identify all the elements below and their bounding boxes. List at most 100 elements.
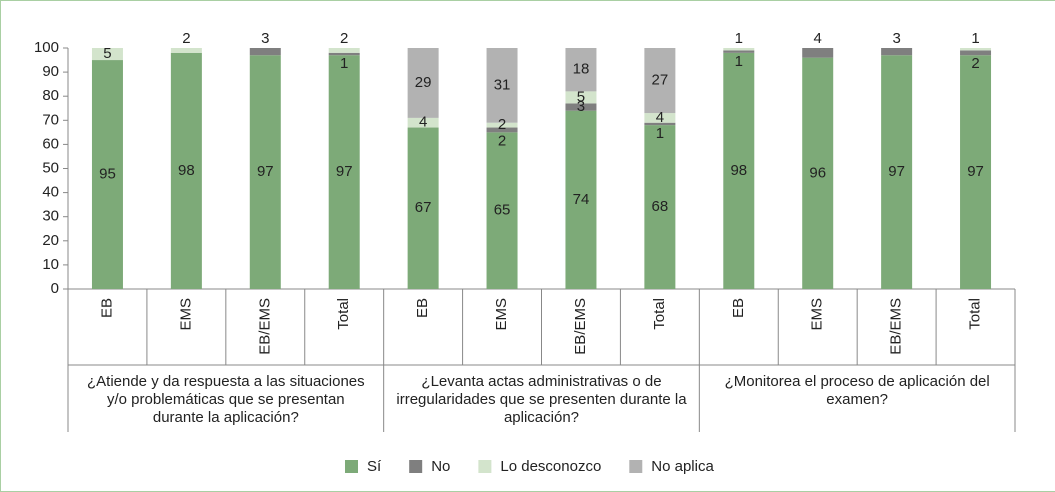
bar-segment <box>328 52 360 56</box>
data-label: 97 <box>967 163 984 180</box>
legend-swatch <box>409 460 423 473</box>
bar-segment <box>486 127 518 133</box>
y-tick-label: 60 <box>42 135 59 152</box>
x-tick-label: EB <box>414 298 431 318</box>
data-label: 97 <box>336 163 353 180</box>
legend-label: Sí <box>367 458 382 475</box>
data-label: 2 <box>340 30 348 47</box>
data-label: 3 <box>261 30 269 47</box>
x-tick-label: Total <box>651 298 668 330</box>
bar-segment <box>407 117 439 128</box>
data-label: 2 <box>498 116 506 133</box>
bar-segment <box>960 50 992 56</box>
data-label: 97 <box>888 163 905 180</box>
data-label: 2 <box>971 55 979 72</box>
x-tick-label: EB/EMS <box>256 298 273 355</box>
data-label: 18 <box>573 61 590 78</box>
x-tick-label: Total <box>967 298 984 330</box>
data-label: 1 <box>340 55 348 72</box>
bar-segment <box>486 132 518 289</box>
y-tick-label: 90 <box>42 63 59 80</box>
data-label: 68 <box>652 198 669 215</box>
bar-segment <box>723 50 755 53</box>
group-label: ¿Atiende y da respuesta a las situacione… <box>86 373 365 426</box>
data-label: 65 <box>494 202 511 219</box>
legend-label: No <box>431 458 450 475</box>
y-tick-label: 40 <box>42 184 59 201</box>
bar-segment <box>486 122 518 128</box>
bar-segment <box>881 48 913 56</box>
data-label: 96 <box>809 164 826 181</box>
legend-swatch <box>478 460 492 473</box>
data-label: 1 <box>656 125 664 142</box>
data-label: 3 <box>577 98 585 115</box>
bar-segment <box>91 60 123 289</box>
x-tick-label: EMS <box>493 298 510 331</box>
bar-segment <box>328 55 360 290</box>
group-label: ¿Monitorea el proceso de aplicación del … <box>724 373 990 408</box>
legend-swatch <box>629 460 643 473</box>
bar-segment <box>249 48 281 56</box>
bar-segment <box>91 48 123 61</box>
data-label: 4 <box>814 30 822 47</box>
bar-segment <box>644 125 676 290</box>
bar-segment <box>328 48 360 53</box>
y-tick-label: 30 <box>42 208 59 225</box>
bar-segment <box>644 48 676 114</box>
data-label: 2 <box>182 30 190 47</box>
data-label: 4 <box>419 114 427 131</box>
y-tick-label: 80 <box>42 87 59 104</box>
x-tick-label: EB/EMS <box>888 298 905 355</box>
data-label: 74 <box>573 191 590 208</box>
y-tick-label: 20 <box>42 232 59 249</box>
bar-segment <box>881 55 913 290</box>
bar-segment <box>170 48 202 53</box>
y-tick-label: 100 <box>34 39 59 56</box>
y-tick-label: 70 <box>42 111 59 128</box>
bar-segment <box>407 48 439 118</box>
bar-segment <box>723 48 755 51</box>
y-tick-label: 50 <box>42 159 59 176</box>
data-label: 29 <box>415 74 432 91</box>
bar-segment <box>644 122 676 126</box>
data-label: 97 <box>257 163 274 180</box>
x-tick-label: EMS <box>177 298 194 331</box>
bar-segment <box>723 52 755 289</box>
data-label: 1 <box>971 30 979 47</box>
data-label: 31 <box>494 76 511 93</box>
bar-segment <box>565 91 597 104</box>
bar-segment <box>565 110 597 289</box>
legend-label: Lo desconozco <box>500 458 601 475</box>
data-label: 95 <box>99 165 116 182</box>
data-label: 4 <box>656 109 664 126</box>
y-tick-label: 0 <box>51 280 59 297</box>
data-label: 5 <box>103 45 111 62</box>
x-tick-label: EB/EMS <box>572 298 589 355</box>
data-label: 5 <box>577 88 585 105</box>
legend-label: No aplica <box>651 458 714 475</box>
data-label: 67 <box>415 199 432 216</box>
y-tick-label: 10 <box>42 256 59 273</box>
bar-segment <box>644 113 676 123</box>
group-label: ¿Levanta actas administrativas o de irre… <box>396 373 687 426</box>
x-tick-label: Total <box>335 298 352 330</box>
bar-segment <box>486 48 518 123</box>
bar-segment <box>565 48 597 92</box>
data-label: 3 <box>892 30 900 47</box>
bar-segment <box>249 55 281 290</box>
data-label: 98 <box>730 162 747 179</box>
x-tick-label: EMS <box>809 298 826 331</box>
data-label: 1 <box>735 53 743 70</box>
bar-segment <box>960 55 992 290</box>
bar-segment <box>407 127 439 289</box>
bar-segment <box>565 103 597 111</box>
data-label: 98 <box>178 162 195 179</box>
x-tick-label: EB <box>98 298 115 318</box>
legend-swatch <box>345 460 358 473</box>
data-label: 1 <box>735 30 743 47</box>
bar-segment <box>802 48 834 58</box>
x-tick-label: EB <box>730 298 747 318</box>
data-label: 27 <box>652 72 669 89</box>
